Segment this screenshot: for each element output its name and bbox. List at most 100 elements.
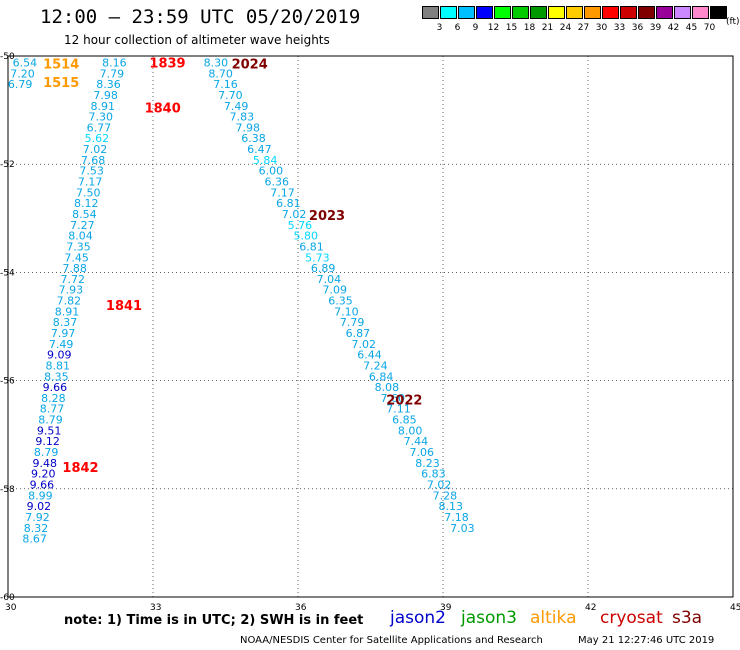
data-point-label: 7.49 — [224, 100, 249, 113]
data-point-label: 7.70 — [218, 89, 243, 102]
data-point-label: 6.38 — [241, 132, 266, 145]
data-point-label: 7.02 — [351, 338, 376, 351]
data-point-label: 7.60 — [380, 392, 405, 405]
data-point-label: 7.97 — [51, 327, 76, 340]
legend-label: 30 — [595, 23, 608, 33]
pass-time-label: 1839 — [149, 56, 185, 71]
data-point-label: 7.83 — [230, 111, 255, 124]
y-tick-label: -54 — [0, 268, 15, 278]
legend-label: 24 — [559, 23, 572, 33]
legend-label: 33 — [613, 23, 626, 33]
data-point-label: 7.98 — [93, 89, 118, 102]
data-point-label: 6.84 — [369, 370, 394, 383]
data-point-label: 8.32 — [24, 522, 49, 535]
satellite-jason2: jason2 — [390, 608, 446, 628]
data-point-label: 5.73 — [305, 251, 330, 264]
satellite-s3a: s3a — [672, 608, 703, 628]
data-point-label: 6.36 — [264, 176, 289, 189]
legend-label: 12 — [487, 23, 500, 33]
chart-title: 12:00 – 23:59 UTC 05/20/2019 — [40, 6, 361, 28]
legend-label: 45 — [685, 23, 698, 33]
data-point-label: 7.72 — [61, 273, 86, 286]
legend-swatch — [674, 6, 691, 19]
data-point-label: 8.54 — [72, 208, 97, 221]
x-tick-label: 42 — [585, 603, 596, 613]
data-point-label: 6.00 — [259, 165, 284, 178]
legend-label: 36 — [631, 23, 644, 33]
data-point-label: 7.44 — [404, 435, 429, 448]
data-point-label: 6.79 — [8, 78, 33, 91]
x-tick-label: 30 — [5, 603, 17, 613]
data-point-label: 9.20 — [31, 468, 56, 481]
pass-time-label: 1840 — [145, 101, 181, 116]
pass-time-label: 1515 — [43, 76, 79, 91]
data-point-label: 9.12 — [35, 435, 60, 448]
legend-label: 6 — [454, 23, 461, 33]
data-point-label: 7.45 — [64, 251, 89, 264]
footer-note: note: 1) Time is in UTC; 2) SWH is in fe… — [64, 613, 364, 628]
plot-frame — [7, 55, 734, 598]
pass-time-label: 1514 — [43, 58, 79, 73]
data-point-label: 7.09 — [322, 284, 347, 297]
data-point-label: 8.70 — [208, 67, 233, 80]
satellite-jason3: jason3 — [461, 608, 517, 628]
data-point-label: 8.79 — [34, 446, 59, 459]
data-point-label: 7.30 — [89, 111, 114, 124]
y-tick-label: -52 — [0, 160, 15, 170]
data-point-label: 8.12 — [74, 197, 99, 210]
data-point-label: 7.02 — [83, 143, 108, 156]
legend-swatch — [692, 6, 709, 19]
data-point-label: 7.27 — [70, 219, 95, 232]
data-point-label: 8.30 — [204, 56, 229, 69]
data-point-label: 7.16 — [213, 78, 238, 91]
data-point-label: 7.24 — [363, 359, 388, 372]
data-point-label: 8.67 — [22, 533, 47, 546]
legend-label: 3 — [436, 23, 443, 33]
legend-swatch — [422, 6, 439, 19]
legend-swatch — [602, 6, 619, 19]
data-point-label: 7.92 — [25, 511, 50, 524]
pass-time-label: 2024 — [232, 58, 268, 73]
legend-swatch — [476, 6, 493, 19]
data-point-label: 8.04 — [68, 230, 93, 243]
data-point-label: 8.23 — [415, 457, 440, 470]
data-point-label: 8.91 — [90, 100, 115, 113]
data-point-label: 9.66 — [30, 478, 55, 491]
satellite-cryosat: cryosat — [600, 608, 663, 628]
data-point-label: 9.02 — [27, 500, 52, 513]
pass-time-label: 2022 — [386, 394, 422, 409]
data-point-label: 5.80 — [293, 230, 318, 243]
data-point-label: 8.99 — [28, 489, 53, 502]
data-point-label: 8.81 — [46, 359, 71, 372]
legend-swatch — [638, 6, 655, 19]
chart-subtitle: 12 hour collection of altimeter wave hei… — [64, 33, 330, 47]
data-point-label: 8.79 — [38, 414, 63, 427]
data-point-label: 6.81 — [276, 197, 301, 210]
y-tick-label: -50 — [0, 52, 15, 62]
data-point-label: 8.00 — [398, 424, 423, 437]
data-point-label: 7.17 — [78, 176, 103, 189]
legend-swatch — [530, 6, 547, 19]
y-tick-label: -56 — [0, 377, 15, 387]
data-point-label: 7.98 — [235, 121, 260, 134]
data-point-label: 6.89 — [311, 262, 336, 275]
data-point-label: 6.83 — [421, 468, 446, 481]
footer-timestamp: May 21 12:27:46 UTC 2019 — [578, 635, 715, 646]
data-point-label: 7.20 — [10, 67, 35, 80]
data-point-label: 6.54 — [13, 56, 38, 69]
data-point-label: 8.91 — [55, 305, 80, 318]
data-point-label: 6.85 — [392, 414, 417, 427]
legend-swatch — [458, 6, 475, 19]
legend-label: 27 — [577, 23, 590, 33]
data-point-label: 7.88 — [62, 262, 87, 275]
data-point-label: 7.82 — [57, 295, 82, 308]
legend-swatch — [548, 6, 565, 19]
y-tick-label: -60 — [0, 593, 15, 603]
satellite-altika: altika — [530, 608, 577, 628]
legend-label: 18 — [523, 23, 536, 33]
data-point-label: 9.09 — [47, 349, 72, 362]
data-point-label: 8.13 — [438, 500, 463, 513]
x-tick-label: 33 — [150, 603, 161, 613]
data-point-label: 8.16 — [102, 56, 127, 69]
